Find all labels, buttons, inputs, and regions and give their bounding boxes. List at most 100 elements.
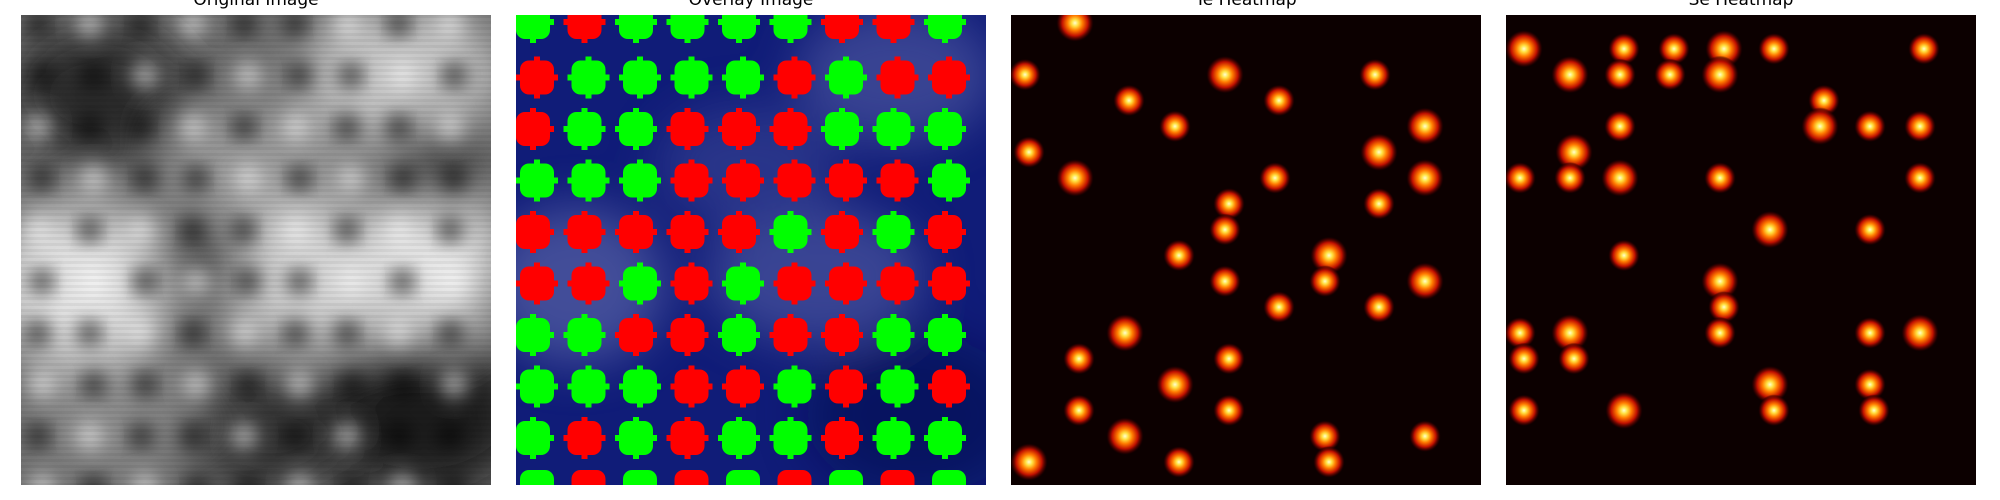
heatmap-peak xyxy=(1704,161,1736,194)
heatmap-peak xyxy=(1213,342,1245,375)
overlay-marker-red xyxy=(872,15,915,43)
heatmap-peak xyxy=(1708,291,1740,324)
heatmap-peak xyxy=(1163,239,1195,272)
overlay-marker-green xyxy=(924,417,966,459)
overlay-marker-red xyxy=(825,262,867,305)
overlay-marker-green xyxy=(718,314,760,356)
overlay-image-panel: Overlay Image xyxy=(516,0,986,500)
overlay-marker-red xyxy=(825,365,867,408)
overlay-marker-green xyxy=(563,314,606,356)
heatmap-peak xyxy=(1854,316,1886,349)
heatmap-peak xyxy=(1156,365,1194,404)
heatmap-peak xyxy=(1904,161,1936,194)
overlay-marker-red xyxy=(670,159,713,202)
panel-title-te-heatmap: Te Heatmap xyxy=(1195,0,1297,10)
overlay-marker-red xyxy=(666,417,709,459)
overlay-marker-green xyxy=(769,15,812,43)
overlay-marker-red xyxy=(563,211,606,253)
overlay-marker-red xyxy=(821,15,863,43)
panel-title-original: Original Image xyxy=(193,0,319,10)
heatmap-peak xyxy=(1554,161,1586,194)
overlay-marker-red xyxy=(615,211,657,253)
heatmap-peak xyxy=(1063,394,1095,427)
heatmap-peak xyxy=(1508,394,1540,427)
overlay-marker-red xyxy=(821,314,863,356)
overlay-marker-green xyxy=(619,56,661,99)
overlay-marker-green xyxy=(615,417,657,459)
overlay-marker-red xyxy=(876,262,919,305)
heatmap-peak xyxy=(1508,342,1540,375)
heatmap-peak xyxy=(1309,265,1341,298)
heatmap-peak xyxy=(1209,265,1241,298)
se-heatmap-panel: Se Heatmap xyxy=(1506,0,1976,500)
overlay-marker-red xyxy=(567,262,610,305)
overlay-marker-red xyxy=(516,262,558,305)
heatmap-peak xyxy=(1904,110,1936,143)
overlay-marker-green xyxy=(563,108,606,150)
heatmap-peak xyxy=(1106,313,1144,352)
heatmap-peak xyxy=(1259,161,1291,194)
heatmap-peak xyxy=(1309,420,1341,453)
overlay-marker-red xyxy=(666,314,709,356)
overlay-marker-green xyxy=(670,56,713,99)
overlay-marker-green xyxy=(619,365,661,408)
overlay-marker-edge xyxy=(777,470,812,485)
overlay-marker-red xyxy=(773,56,816,99)
overlay-marker-green xyxy=(722,56,764,99)
te-heatmap xyxy=(1011,15,1481,485)
overlay-marker-green xyxy=(516,159,558,202)
heatmap-peak xyxy=(1908,32,1940,65)
heatmap-peak xyxy=(1263,291,1295,324)
heatmap-peak xyxy=(1359,58,1391,91)
overlay-marker-edge xyxy=(932,470,966,485)
panel-title-overlay: Overlay Image xyxy=(688,0,814,10)
overlay-marker-green xyxy=(516,15,554,43)
overlay-marker-green xyxy=(567,56,610,99)
heatmap-peak xyxy=(1263,84,1295,117)
overlay-marker-red xyxy=(615,314,657,356)
heatmap-peak xyxy=(1858,394,1890,427)
overlay-marker-green xyxy=(615,108,657,150)
heatmap-peak xyxy=(1658,32,1690,65)
overlay-marker-red xyxy=(516,108,554,150)
heatmap-peak xyxy=(1163,446,1195,479)
overlay-marker-green xyxy=(769,211,812,253)
overlay-marker-green xyxy=(769,417,812,459)
overlay-marker-red xyxy=(563,417,606,459)
overlay-marker-green xyxy=(567,159,610,202)
heatmap-peak xyxy=(1506,316,1536,349)
overlay-marker-green xyxy=(722,262,764,305)
heatmap-peak xyxy=(1701,55,1739,94)
heatmap-peak xyxy=(1159,110,1191,143)
overlay-marker-red xyxy=(821,211,863,253)
heatmap-peak xyxy=(1605,391,1643,430)
overlay-marker-edge xyxy=(726,470,760,485)
overlay-marker-red xyxy=(876,159,919,202)
heatmap-peak xyxy=(1701,262,1739,301)
heatmap-peak xyxy=(1758,32,1790,65)
overlay-marker-green xyxy=(619,262,661,305)
overlay-marker-green xyxy=(718,417,760,459)
heatmap-peak xyxy=(1751,365,1789,404)
heatmap-peak xyxy=(1551,313,1589,352)
overlay-marker-green xyxy=(567,365,610,408)
overlay-marker-red xyxy=(516,56,558,99)
overlay-marker-green xyxy=(773,365,816,408)
overlay-marker-green xyxy=(924,15,966,43)
heatmap-peak xyxy=(1901,313,1939,352)
heatmap-peak xyxy=(1555,133,1593,172)
heatmap-peak xyxy=(1406,262,1444,301)
heatmap-peak xyxy=(1206,55,1244,94)
overlay-marker-red xyxy=(718,211,760,253)
heatmap-peak xyxy=(1558,342,1590,375)
heatmap-peak xyxy=(1506,161,1536,194)
heatmap-peak xyxy=(1213,187,1245,220)
heatmap-peak xyxy=(1608,239,1640,272)
heatmap-peak xyxy=(1056,158,1094,197)
overlay-marker-green xyxy=(924,314,966,356)
overlay-marker-green xyxy=(872,211,915,253)
heatmap-peak xyxy=(1608,32,1640,65)
heatmap-peak xyxy=(1011,443,1048,482)
heatmap-peak xyxy=(1113,84,1145,117)
heatmap-peak xyxy=(1751,210,1789,249)
